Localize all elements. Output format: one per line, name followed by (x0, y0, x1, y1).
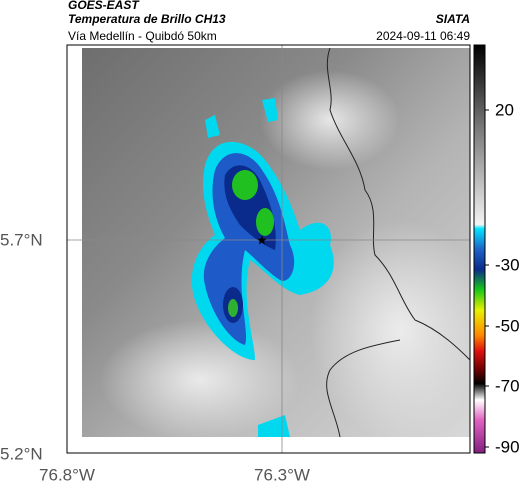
colorbar-ticks (485, 109, 489, 448)
colorbar-label: -90 (495, 437, 520, 456)
lon-label: 76.8°W (39, 465, 95, 484)
satellite: GOES-EAST (68, 0, 140, 12)
colorbar-label: 20 (495, 100, 514, 119)
location-star: ★ (256, 232, 268, 247)
lon-label: 76.3°W (254, 465, 310, 484)
region: Vía Medellín - Quibdó 50km (68, 29, 217, 43)
map-frame (66, 44, 471, 454)
satellite-image: ★ (67, 45, 490, 453)
lat-label: 5.7°N (0, 230, 43, 249)
colorbar-label: -30 (495, 255, 520, 274)
colorbar (473, 44, 486, 454)
source: SIATA (436, 12, 470, 26)
colorbar-label: -70 (495, 376, 520, 395)
lat-label: 5.2°N (0, 444, 43, 463)
timestamp: 2024-09-11 06:49 (376, 29, 470, 43)
colorbar-label: -50 (495, 316, 520, 335)
border (326, 47, 471, 438)
product: Temperatura de Brillo CH13 (68, 12, 226, 26)
